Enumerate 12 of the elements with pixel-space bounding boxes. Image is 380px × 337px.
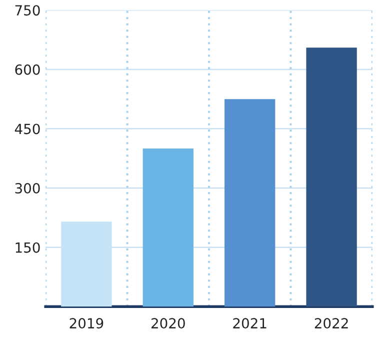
y-tick-label: 150 <box>16 242 40 253</box>
y-tick-label: 750 <box>15 5 40 16</box>
x-tick-label: 2020 <box>151 318 185 329</box>
bar <box>224 99 276 307</box>
y-tick-label: 300 <box>15 183 40 194</box>
y-tick-label: 450 <box>14 124 40 134</box>
x-tick-label: 2019 <box>70 318 104 329</box>
x-tick-label: 2022 <box>314 318 348 329</box>
x-tick-label: 2021 <box>233 318 266 329</box>
y-tick-label: 600 <box>15 64 40 75</box>
bar <box>142 148 194 307</box>
bar <box>306 48 357 307</box>
